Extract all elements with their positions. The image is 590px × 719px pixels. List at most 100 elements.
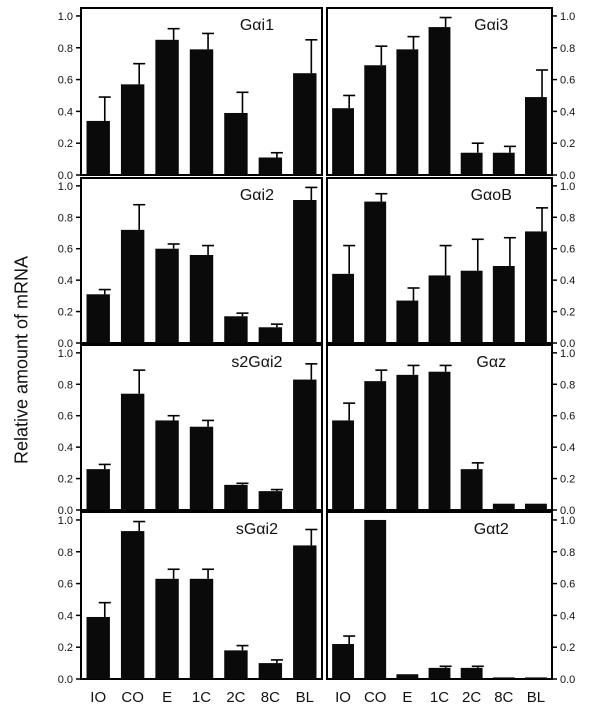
- bar-CO: [120, 229, 145, 343]
- y-tick-label: 0.4: [58, 610, 73, 622]
- bar-8C: [492, 677, 515, 679]
- y-tick-label: 0.2: [58, 138, 73, 150]
- x-tick-label: CO: [121, 689, 144, 706]
- y-tick-label: 0.0: [560, 505, 575, 517]
- y-tick-label: 1.0: [560, 348, 575, 360]
- bar-E: [396, 674, 419, 679]
- bar-CO: [364, 65, 387, 175]
- x-tick-label: BL: [296, 689, 314, 706]
- y-tick-label: 0.4: [560, 610, 575, 622]
- panel-title: sGαi2: [236, 521, 278, 538]
- y-tick-label: 0.8: [560, 212, 575, 224]
- bar-BL: [525, 503, 547, 510]
- bar-CO: [364, 201, 387, 343]
- bar-BL: [293, 379, 317, 510]
- y-tick-label: 1.0: [560, 11, 575, 23]
- x-tick-label: 8C: [261, 689, 280, 706]
- y-tick-label: 0.2: [58, 307, 73, 319]
- y-tick-label: 0.6: [58, 244, 73, 256]
- bar-2C: [460, 667, 483, 679]
- y-tick-label: 1.0: [560, 181, 575, 193]
- y-tick-label: 0.4: [58, 275, 73, 287]
- bar-E: [155, 578, 179, 679]
- y-tick-label: 1.0: [58, 181, 73, 193]
- bar-CO: [120, 531, 145, 679]
- y-tick-label: 1.0: [58, 515, 73, 527]
- panel-title: Gαi1: [240, 17, 274, 34]
- bar-IO: [86, 120, 110, 175]
- bar-2C: [224, 112, 248, 175]
- panel-1: 0.0 0.2 0.4 0.6 0.8 1.0 Gαi1: [58, 7, 323, 182]
- bar-E: [396, 374, 419, 510]
- panel-8: 0.0 0.2 0.4 0.6 0.8 1.0 Gαt2 IO CO E 1C 2C 8C BL: [326, 511, 575, 706]
- y-tick-label: 0.0: [58, 674, 73, 686]
- bar-IO: [332, 644, 354, 679]
- y-tick-label: 0.4: [560, 275, 575, 287]
- bar-E: [155, 420, 179, 510]
- bar-2C: [224, 650, 248, 679]
- bar-8C: [258, 491, 283, 510]
- panel-title: Gαz: [476, 354, 506, 371]
- bar-1C: [189, 255, 214, 343]
- panel-title: Gαi2: [240, 187, 274, 204]
- panel-4: 0.0 0.2 0.4 0.6 0.8 1.0 GαoB: [326, 177, 575, 350]
- y-tick-label: 0.2: [560, 642, 575, 654]
- y-tick-label: 0.8: [58, 43, 73, 55]
- bar-IO: [332, 108, 354, 175]
- y-tick-label: 0.8: [58, 547, 73, 559]
- y-tick-label: 1.0: [58, 11, 73, 23]
- y-tick-label: 0.6: [58, 75, 73, 87]
- bar-1C: [189, 578, 214, 679]
- bar-BL: [293, 545, 317, 679]
- y-tick-label: 0.6: [58, 579, 73, 591]
- x-tick-label: 2C: [462, 689, 481, 706]
- bar-8C: [258, 157, 283, 175]
- y-tick-label: 0.4: [58, 442, 73, 454]
- x-tick-label: 1C: [192, 689, 211, 706]
- bar-BL: [525, 97, 547, 175]
- bar-2C: [224, 484, 248, 510]
- y-tick-label: 0.0: [560, 338, 575, 350]
- panel-title: s2Gαi2: [231, 354, 282, 371]
- x-tick-label: BL: [527, 689, 545, 706]
- y-tick-label: 0.2: [560, 474, 575, 486]
- bar-1C: [428, 667, 451, 679]
- y-tick-label: 0.8: [560, 43, 575, 55]
- bar-1C: [189, 49, 214, 175]
- y-tick-label: 1.0: [560, 515, 575, 527]
- y-tick-label: 0.2: [560, 307, 575, 319]
- x-tick-label: E: [402, 689, 412, 706]
- bar-1C: [189, 426, 214, 510]
- panel-5: 0.0 0.2 0.4 0.6 0.8 1.0 s2Gαi2: [58, 344, 323, 517]
- bar-E: [155, 39, 179, 175]
- bar-E: [155, 248, 179, 343]
- y-tick-label: 0.0: [58, 505, 73, 517]
- x-tick-label: IO: [90, 689, 106, 706]
- y-tick-label: 0.8: [560, 379, 575, 391]
- y-tick-label: 0.6: [560, 411, 575, 423]
- y-tick-label: 0.4: [560, 106, 575, 118]
- bar-CO: [120, 393, 145, 510]
- bar-IO: [86, 616, 110, 679]
- bar-BL: [293, 73, 317, 175]
- bar-CO: [364, 381, 387, 510]
- bar-BL: [293, 200, 317, 343]
- bar-BL: [525, 231, 547, 343]
- y-tick-label: 0.6: [560, 579, 575, 591]
- panel-6: 0.0 0.2 0.4 0.6 0.8 1.0 Gαz: [326, 344, 575, 517]
- bar-CO: [364, 519, 387, 679]
- y-tick-label: 0.6: [560, 244, 575, 256]
- y-tick-label: 0.0: [58, 338, 73, 350]
- bar-8C: [258, 663, 283, 679]
- y-tick-label: 0.8: [58, 379, 73, 391]
- x-tick-label: 2C: [226, 689, 245, 706]
- x-tick-label: E: [162, 689, 172, 706]
- y-tick-label: 0.6: [560, 75, 575, 87]
- x-tick-label: IO: [335, 689, 351, 706]
- bar-1C: [428, 371, 451, 510]
- bar-2C: [460, 270, 483, 343]
- y-tick-label: 0.0: [560, 170, 575, 182]
- panel-7: 0.0 0.2 0.4 0.6 0.8 1.0 sGαi2 IO CO E 1C 2C 8C BL: [58, 511, 323, 706]
- y-tick-label: 0.2: [58, 474, 73, 486]
- y-tick-label: 0.4: [560, 442, 575, 454]
